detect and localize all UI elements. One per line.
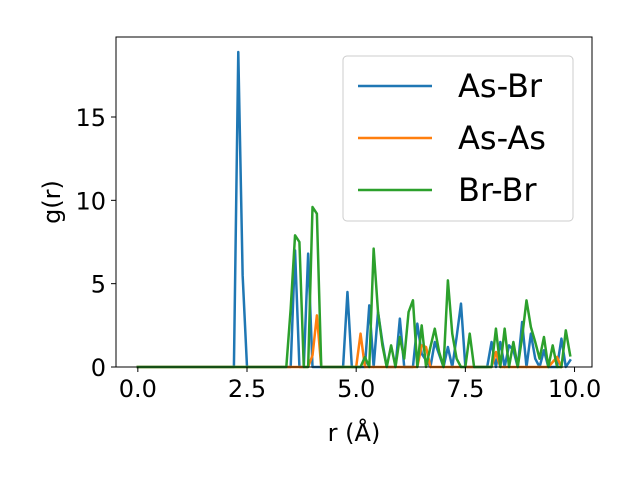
x-axis: 0.0 2.5 5.0 7.5 10.0 <box>119 367 601 403</box>
x-tick-label: 0.0 <box>119 375 157 403</box>
legend-box <box>342 55 574 222</box>
x-tick-label: 10.0 <box>548 375 601 403</box>
plot-frame <box>115 36 593 368</box>
legend-label-1: As-As <box>458 119 546 157</box>
y-axis-label: g(r) <box>38 180 66 224</box>
x-tick-label: 7.5 <box>446 375 484 403</box>
y-axis: 0 5 10 15 <box>75 104 116 382</box>
x-axis-label: r (Å) <box>328 418 381 447</box>
legend-label-0: As-Br <box>458 67 543 105</box>
x-tick-label: 2.5 <box>228 375 266 403</box>
y-tick-label: 0 <box>91 354 106 382</box>
x-tick-label: 5.0 <box>337 375 375 403</box>
y-tick-label: 5 <box>91 271 106 299</box>
legend: As-Br As-As Br-Br <box>342 55 574 222</box>
legend-label-2: Br-Br <box>458 171 537 209</box>
y-tick-label: 10 <box>75 187 106 215</box>
y-tick-label: 15 <box>75 104 106 132</box>
